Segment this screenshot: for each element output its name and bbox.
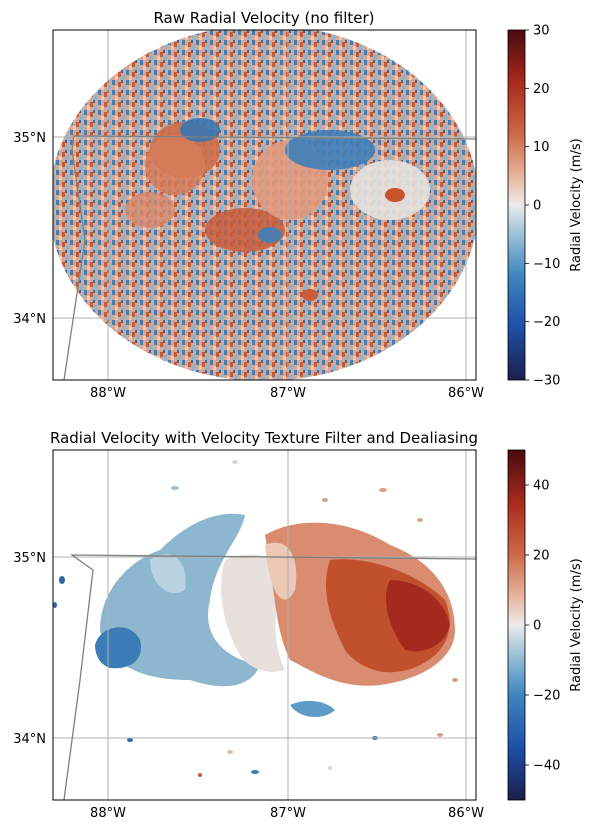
panel-raw-colorbar-tick-label: 30	[533, 24, 550, 39]
panel-filtered-colorbar-tick-label: −20	[533, 689, 560, 704]
panel-raw-colorbar-tick-label: 20	[533, 82, 550, 97]
panel-filtered-map	[53, 450, 476, 800]
panel-raw-x-ticks: 88°W 87°W 86°W	[90, 386, 484, 401]
panel-filtered-x-tick-1: 87°W	[270, 806, 306, 821]
panel-filtered-x-tick-2: 86°W	[448, 806, 484, 821]
panel-raw-colorbar-tick-label: −10	[533, 257, 560, 272]
panel-raw-map	[53, 30, 476, 380]
panel-filtered-x-tick-0: 88°W	[90, 806, 126, 821]
panel-raw-colorbar-label: Radial Velocity (m/s)	[569, 138, 584, 271]
panel-raw-x-tick-1: 87°W	[270, 386, 306, 401]
panel-raw: Raw Radial Velocity (no filter)	[13, 9, 584, 401]
panel-filtered-colorbar-gradient	[507, 449, 526, 801]
panel-filtered-y-tick-0: 35°N	[13, 551, 46, 566]
panel-raw-borders	[63, 135, 476, 380]
panel-filtered-borders	[63, 554, 476, 800]
panel-filtered: Radial Velocity with Velocity Texture Fi…	[13, 429, 584, 821]
panel-filtered-y-ticks: 35°N 34°N	[13, 551, 46, 747]
panel-filtered-colorbar-tick-label: 0	[533, 619, 541, 634]
panel-raw-colorbar: 30 20 10 0 −10 −20 −30 Radial Velocity (m/s)	[507, 24, 584, 389]
panel-filtered-x-ticks: 88°W 87°W 86°W	[90, 806, 484, 821]
panel-raw-y-ticks: 35°N 34°N	[13, 131, 46, 327]
raw-velocity-field	[53, 30, 476, 380]
panel-raw-title: Raw Radial Velocity (no filter)	[153, 9, 374, 27]
panel-raw-x-tick-2: 86°W	[448, 386, 484, 401]
panel-filtered-y-tick-1: 34°N	[13, 732, 46, 747]
panel-raw-colorbar-tick-label: −20	[533, 315, 560, 330]
panel-raw-y-tick-1: 34°N	[13, 312, 46, 327]
panel-filtered-colorbar-tick-label: 20	[533, 549, 550, 564]
panel-raw-frame	[52, 29, 477, 381]
panel-filtered-colorbar-tick-label: −40	[533, 759, 560, 774]
panel-filtered-colorbar-tick-label: 40	[533, 479, 550, 494]
panel-filtered-frame	[52, 449, 477, 801]
panel-filtered-title: Radial Velocity with Velocity Texture Fi…	[50, 429, 478, 447]
panel-filtered-colorbar-label: Radial Velocity (m/s)	[569, 558, 584, 691]
panel-raw-colorbar-gradient	[507, 29, 526, 381]
panel-raw-colorbar-tick-label: 10	[533, 140, 550, 155]
panel-filtered-colorbar: 40 20 0 −20 −40 Radial Velocity (m/s)	[507, 449, 584, 801]
panel-raw-y-tick-0: 35°N	[13, 131, 46, 146]
panel-raw-colorbar-tick-label: −30	[533, 374, 560, 389]
filtered-velocity-field	[53, 460, 458, 777]
panel-raw-colorbar-tick-label: 0	[533, 199, 541, 214]
panel-raw-x-tick-0: 88°W	[90, 386, 126, 401]
panel-filtered-grid	[53, 450, 476, 800]
